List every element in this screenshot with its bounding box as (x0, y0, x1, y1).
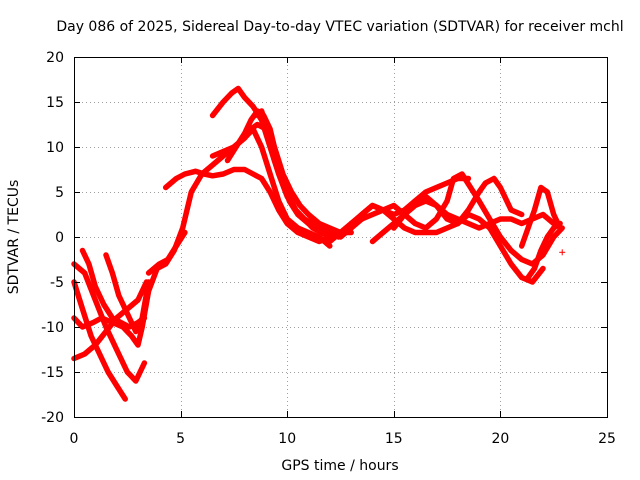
series-track-2 (71, 261, 148, 384)
series-track-6 (103, 252, 152, 335)
series-track-3 (71, 126, 333, 348)
axis-ticks (74, 57, 608, 418)
data-series-layer (71, 85, 566, 402)
grid-lines (74, 57, 607, 417)
y-tick-label: 5 (55, 185, 64, 201)
chart-title: Day 086 of 2025, Sidereal Day-to-day VTE… (56, 19, 623, 35)
y-tick-label: 0 (55, 230, 64, 246)
x-tick-labels: 0 5 10 15 20 25 (70, 431, 616, 447)
series-track-13 (327, 171, 565, 267)
series-track-18 (525, 220, 563, 281)
series-track-8 (162, 166, 354, 245)
y-tick-label: -5 (50, 275, 64, 291)
series-track-12 (252, 108, 333, 240)
y-axis-label: SDTVAR / TECUs (6, 180, 22, 295)
x-tick-label: 10 (278, 431, 296, 447)
x-tick-label: 15 (385, 431, 403, 447)
y-tick-label: 10 (46, 140, 64, 156)
series-track-7 (145, 229, 188, 276)
y-tick-label: -15 (41, 365, 64, 381)
y-tick-labels: -20 -15 -10 -5 0 5 10 15 20 (41, 50, 64, 426)
outlier-marker (559, 249, 566, 256)
y-tick-label: 20 (46, 50, 64, 66)
x-tick-label: 5 (176, 431, 185, 447)
y-tick-label: 15 (46, 95, 64, 111)
series-track-1 (71, 279, 128, 402)
x-tick-label: 0 (70, 431, 79, 447)
series-track-19 (391, 175, 472, 231)
y-tick-label: -10 (41, 320, 64, 336)
series-track-4 (71, 279, 150, 362)
series-track-17 (518, 184, 563, 249)
x-axis-label: GPS time / hours (281, 458, 398, 474)
y-tick-label: -20 (41, 410, 64, 426)
x-tick-label: 25 (598, 431, 616, 447)
x-tick-label: 20 (491, 431, 509, 447)
